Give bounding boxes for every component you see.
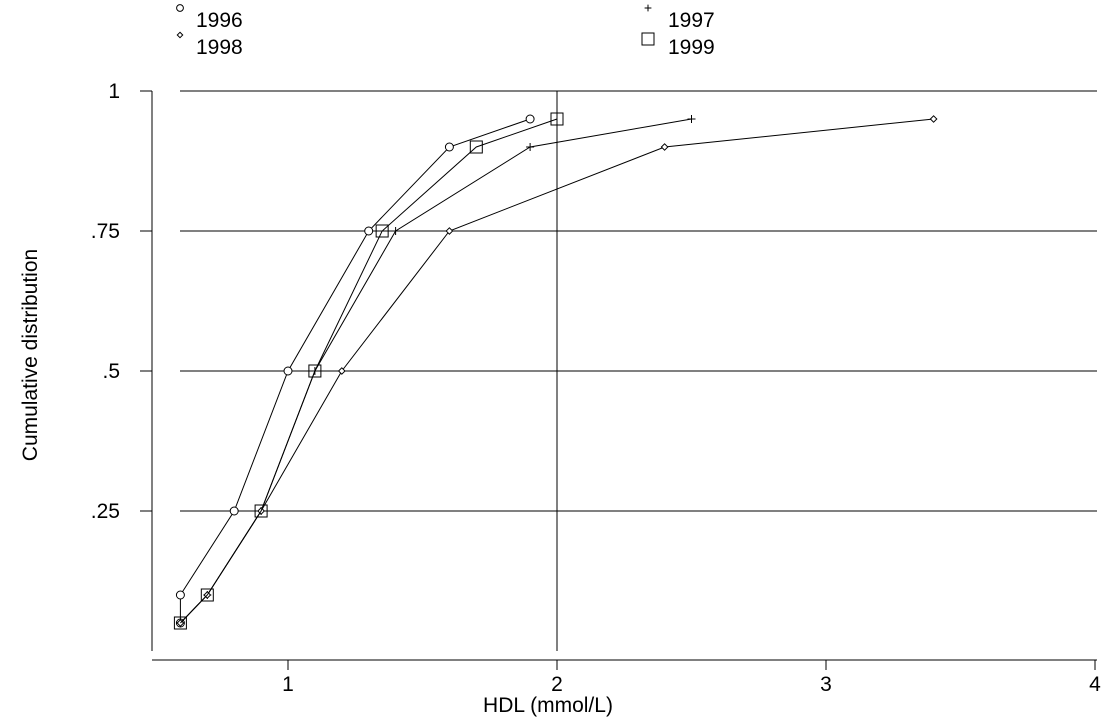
series-1999 (173, 112, 564, 630)
x-tick-label: 1 (282, 673, 294, 696)
series-1996 (175, 114, 535, 628)
data-point (254, 504, 268, 518)
series-line (180, 118, 558, 624)
x-tick-label: 2 (551, 673, 563, 696)
data-point (173, 616, 187, 630)
legend-item-1996: 1996 (176, 4, 243, 32)
x-axis-title: HDL (mmol/L) (483, 694, 613, 717)
data-point (175, 590, 185, 600)
legend-item-1998: 1998 (176, 31, 243, 59)
x-tick-label: 3 (820, 673, 832, 696)
y-tick-label: 1 (108, 80, 120, 103)
data-point (687, 115, 696, 123)
data-point (364, 226, 374, 236)
data-point (469, 140, 483, 154)
y-axis-title: Cumulative distribution (19, 249, 42, 461)
grid-layer (180, 90, 1097, 651)
y-tick-label: .25 (91, 500, 120, 523)
legend: 1996 1997 1998 1999 (176, 4, 715, 59)
data-point (176, 4, 184, 12)
data-point (526, 143, 535, 151)
legend-label: 1996 (196, 9, 243, 32)
legend-item-1997: 1997 (644, 4, 715, 32)
data-point (229, 506, 239, 516)
y-tick-label: .5 (102, 360, 120, 383)
data-point (445, 227, 454, 235)
legend-label: 1998 (196, 36, 243, 59)
legend-label: 1999 (668, 36, 715, 59)
data-point (525, 114, 535, 124)
series-layer (173, 112, 938, 630)
data-point (929, 115, 938, 123)
legend-label: 1997 (668, 9, 715, 32)
data-point (375, 224, 389, 238)
data-point (200, 588, 214, 602)
data-point (283, 366, 293, 376)
axis-layer: .25 .5 .75 1 1 2 3 4 (91, 80, 1101, 696)
legend-item-1999: 1999 (641, 32, 715, 59)
y-tick-label: .75 (91, 220, 120, 243)
data-point (550, 112, 564, 126)
x-tick-label: 4 (1089, 673, 1101, 696)
data-point (444, 142, 454, 152)
data-point (391, 227, 400, 235)
data-point (308, 364, 322, 378)
data-point (641, 32, 655, 46)
data-point (176, 31, 184, 39)
data-point (644, 4, 652, 12)
data-point (337, 367, 346, 375)
data-point (660, 143, 669, 151)
